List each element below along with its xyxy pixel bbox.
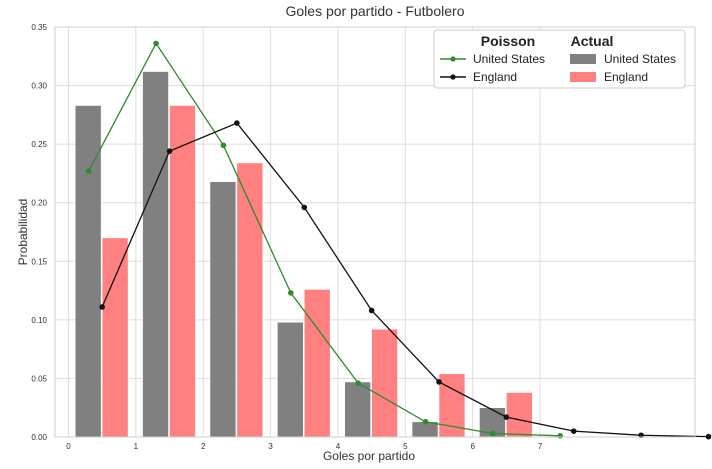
legend-poisson-us-marker: [450, 56, 456, 62]
x-tick-label: 4: [336, 442, 341, 451]
bar-eng-0: [101, 237, 129, 438]
poisson-point-eng-7: [570, 428, 577, 434]
bar-us-0: [74, 105, 102, 438]
legend-actual-us-swatch: [570, 54, 596, 64]
legend-actual-eng-swatch: [570, 72, 596, 82]
legend-poisson-title: Poisson: [481, 33, 535, 49]
y-tick-label: 0.30: [31, 82, 47, 91]
legend-box: [433, 29, 686, 89]
bar-us-1: [142, 71, 169, 438]
bar-eng-4: [371, 328, 398, 438]
bar-eng-1: [169, 105, 196, 438]
legend: Poisson Actual United States England Uni…: [433, 29, 686, 89]
poisson-point-eng-6: [503, 414, 510, 420]
poisson-point-us-5: [422, 418, 429, 425]
bar-us-2: [209, 181, 237, 438]
poisson-line-us: [88, 42, 561, 437]
y-tick-label: 0.05: [31, 374, 47, 383]
poisson-point-eng-4: [368, 307, 375, 314]
poisson-point-eng-0: [99, 304, 105, 310]
y-axis-label: Probabilidad: [16, 199, 30, 266]
x-tick-label: 6: [470, 442, 475, 451]
x-tick-label: 2: [201, 442, 206, 451]
poisson-point-us-3: [287, 290, 294, 296]
poisson-line-eng: [101, 122, 709, 438]
bar-us-4: [344, 381, 371, 438]
chart-title: Goles por partido - Futbolero: [286, 3, 465, 19]
legend-actual-us-label: United States: [604, 52, 676, 66]
bar-eng-6: [506, 392, 533, 438]
poisson-point-us-4: [355, 380, 361, 386]
bar-eng-2: [236, 162, 264, 438]
x-tick-label: 3: [268, 442, 273, 451]
legend-actual-eng-label: England: [604, 70, 648, 84]
y-tick-label: 0.15: [31, 257, 47, 266]
legend-poisson-eng-label: England: [473, 70, 517, 84]
x-tick-labels: 0 1 2 3 4 5 6 7: [66, 442, 543, 451]
poisson-lines: [85, 40, 712, 440]
x-tick-label: 1: [134, 442, 139, 451]
poisson-point-eng-2: [234, 120, 240, 126]
poisson-point-eng-5: [436, 379, 442, 385]
poisson-point-us-0: [85, 168, 92, 174]
x-tick-label: 7: [538, 442, 543, 451]
bar-eng-3: [303, 289, 331, 438]
poisson-point-us-7: [557, 433, 564, 439]
legend-poisson-eng-marker: [450, 74, 456, 80]
poisson-point-us-2: [220, 142, 227, 149]
y-tick-label: 0.00: [31, 433, 47, 442]
poisson-point-eng-3: [301, 204, 308, 211]
x-tick-label: 0: [66, 442, 71, 451]
legend-poisson-us-label: United States: [473, 52, 545, 66]
bars: [74, 71, 533, 438]
x-tick-label: 5: [403, 442, 408, 451]
poisson-point-eng-1: [166, 148, 173, 154]
poisson-point-us-1: [153, 40, 159, 47]
plot-frame: [54, 26, 696, 438]
y-tick-label: 0.10: [31, 316, 47, 325]
poisson-point-us-6: [490, 430, 496, 437]
y-tick-label: 0.35: [31, 23, 47, 32]
poisson-point-eng-9: [705, 433, 712, 440]
x-axis-label: Goles por partido: [323, 449, 415, 463]
y-tick-label: 0.20: [31, 199, 47, 208]
y-tick-label: 0.25: [31, 140, 47, 149]
bar-us-3: [277, 321, 304, 438]
y-tick-labels: 0.00 0.05 0.10 0.15 0.20 0.25 0.30 0.35: [31, 23, 47, 442]
legend-actual-title: Actual: [571, 33, 614, 49]
